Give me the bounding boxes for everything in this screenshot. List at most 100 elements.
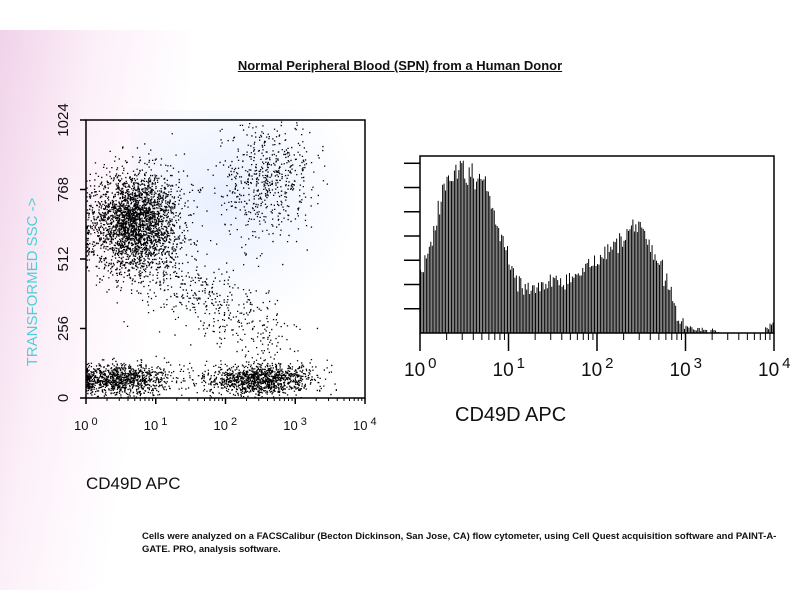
histogram-bar [592,265,594,333]
histogram-bar [633,231,635,333]
histogram-bar [449,180,451,333]
histogram-bar [576,274,578,333]
histogram-bar [515,275,517,333]
histogram-bar [630,225,632,333]
histogram-bar [557,280,559,333]
histogram-bar [511,265,513,333]
histogram-bar [421,271,423,333]
histogram-bar [483,179,485,333]
histogram-axes: 10 0 10 1 10 2 10 3 10 4 [404,162,790,381]
histogram-bar [481,180,483,333]
histogram-bar [517,291,519,333]
histogram-bar [542,282,544,333]
histogram-bar [470,176,472,333]
histogram-bar [452,181,454,333]
histogram-bar [585,263,587,333]
histogram-bar [521,288,523,333]
footnote: Cells were analyzed on a FACSCalibur (Be… [142,531,777,555]
histogram-bar [710,329,712,333]
histogram-bar [502,235,504,333]
histogram-bar [641,227,643,333]
histogram-x-tick-base: 10 [581,360,602,381]
histogram-bar [682,318,684,333]
scatter-x-tick-label: 10 1 [144,416,168,433]
histogram-bar [477,178,479,333]
scatter-x-tick-exp: 4 [370,416,376,428]
histogram-bar [625,239,626,333]
histogram-bar [635,224,637,333]
histogram-bar [464,178,466,333]
histogram-x-tick-exp: 4 [782,355,790,372]
histogram-bar [493,210,495,333]
scatter-x-tick-label: 10 4 [353,416,377,433]
histogram-bar [495,224,497,333]
histogram-bar [658,264,660,333]
histogram-bar [504,247,506,333]
histogram-bar [434,230,436,333]
histogram-bar [629,229,631,333]
histogram-bar [453,170,455,333]
histogram-bar [623,240,625,333]
histogram-bar [422,272,424,333]
histogram-bar [548,281,550,333]
histogram-bar [546,288,548,333]
histogram-bar [450,181,452,333]
histogram-bar [474,189,476,333]
histogram-bar [686,326,688,333]
histogram-bar [661,259,663,333]
histogram-bar [573,277,575,333]
scatter-x-tick-exp: 1 [161,416,167,428]
histogram-bar [448,175,449,333]
histogram-bar [536,287,538,333]
histogram-bar [555,275,557,333]
histogram-x-tick-base: 10 [758,360,779,381]
scatter-x-tick-base: 10 [283,418,297,433]
histogram-bar [700,331,702,333]
histogram-bar [520,278,522,333]
scatter-x-tick-base: 10 [214,418,228,433]
histogram-x-axis-label: CD49D APC [455,404,567,426]
histogram-bar [567,283,569,333]
histogram-bar [653,259,655,333]
histogram-bar [654,254,656,333]
histogram-bar [713,330,715,333]
histogram-bar [610,246,612,333]
histogram-bar [476,181,478,333]
histogram-bar [582,267,584,333]
histogram-bar [611,249,613,333]
histogram-bar [604,246,606,333]
histogram-bar [602,258,604,333]
histogram-bar [437,200,439,333]
histogram-bar [427,253,429,333]
histogram-bar [577,273,579,333]
histogram-bar [568,273,570,333]
histogram-bar [684,328,685,333]
histogram-bar [499,241,501,333]
histogram-bar [574,273,576,333]
histogram-bar [636,232,638,333]
histogram-bar [439,214,441,333]
histogram-bar [613,241,615,333]
histogram-bar [566,274,567,333]
scatter-x-tick-exp: 3 [301,416,307,428]
histogram-bars [420,160,774,333]
histogram-bar [508,264,510,333]
histogram-bar [701,327,703,333]
histogram-bar [570,282,572,333]
histogram-bar [583,271,585,333]
histogram-bar [560,278,562,333]
histogram-x-tick-exp: 0 [428,355,436,372]
histogram-bar [563,285,565,333]
histogram-bar [496,226,498,333]
histogram-bar [529,294,531,333]
histogram-bar [638,221,640,333]
histogram-bar [608,251,610,333]
histogram-bar [698,327,700,333]
histogram-bar [473,178,475,333]
histogram-bar [498,227,500,333]
histogram-bar [673,303,675,333]
histogram-bar [580,275,582,333]
histogram-bar [440,201,442,333]
